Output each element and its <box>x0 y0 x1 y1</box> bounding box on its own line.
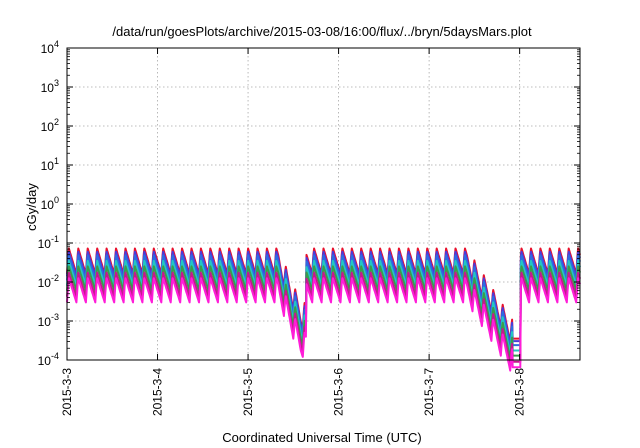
series-lines <box>66 247 581 372</box>
y-tick-label: 103 <box>41 78 59 95</box>
y-axis-title: cGy/day <box>24 183 39 231</box>
x-tick-label: 2015-3-8 <box>513 368 527 416</box>
y-tick-label: 10-2 <box>38 273 59 290</box>
y-tick-label: 101 <box>41 156 59 173</box>
x-tick-label: 2015-3-4 <box>151 368 165 416</box>
plot-frame <box>66 47 581 361</box>
y-tick-label: 10-4 <box>38 351 59 368</box>
y-tick-label: 10-3 <box>38 312 59 329</box>
x-axis-title: Coordinated Universal Time (UTC) <box>222 430 421 445</box>
y-tick-label: 100 <box>41 195 59 212</box>
axes <box>66 47 581 361</box>
y-tick-label: 102 <box>41 117 59 134</box>
x-tick-label: 2015-3-3 <box>60 368 74 416</box>
x-tick-label: 2015-3-5 <box>241 368 255 416</box>
x-tick-label: 2015-3-6 <box>332 368 346 416</box>
y-tick-label: 104 <box>41 39 59 56</box>
x-tick-labels: 2015-3-3 2015-3-4 2015-3-5 2015-3-6 2015-3-7… <box>60 368 527 416</box>
series-line-7 <box>66 277 581 372</box>
chart-title: /data/run/goesPlots/archive/2015-03-08/1… <box>112 24 532 39</box>
x-tick-label: 2015-3-7 <box>422 368 436 416</box>
y-tick-labels: 10-4 10-3 10-2 10-1 100 101 102 103 104 <box>38 39 59 368</box>
y-tick-label: 10-1 <box>38 234 59 251</box>
